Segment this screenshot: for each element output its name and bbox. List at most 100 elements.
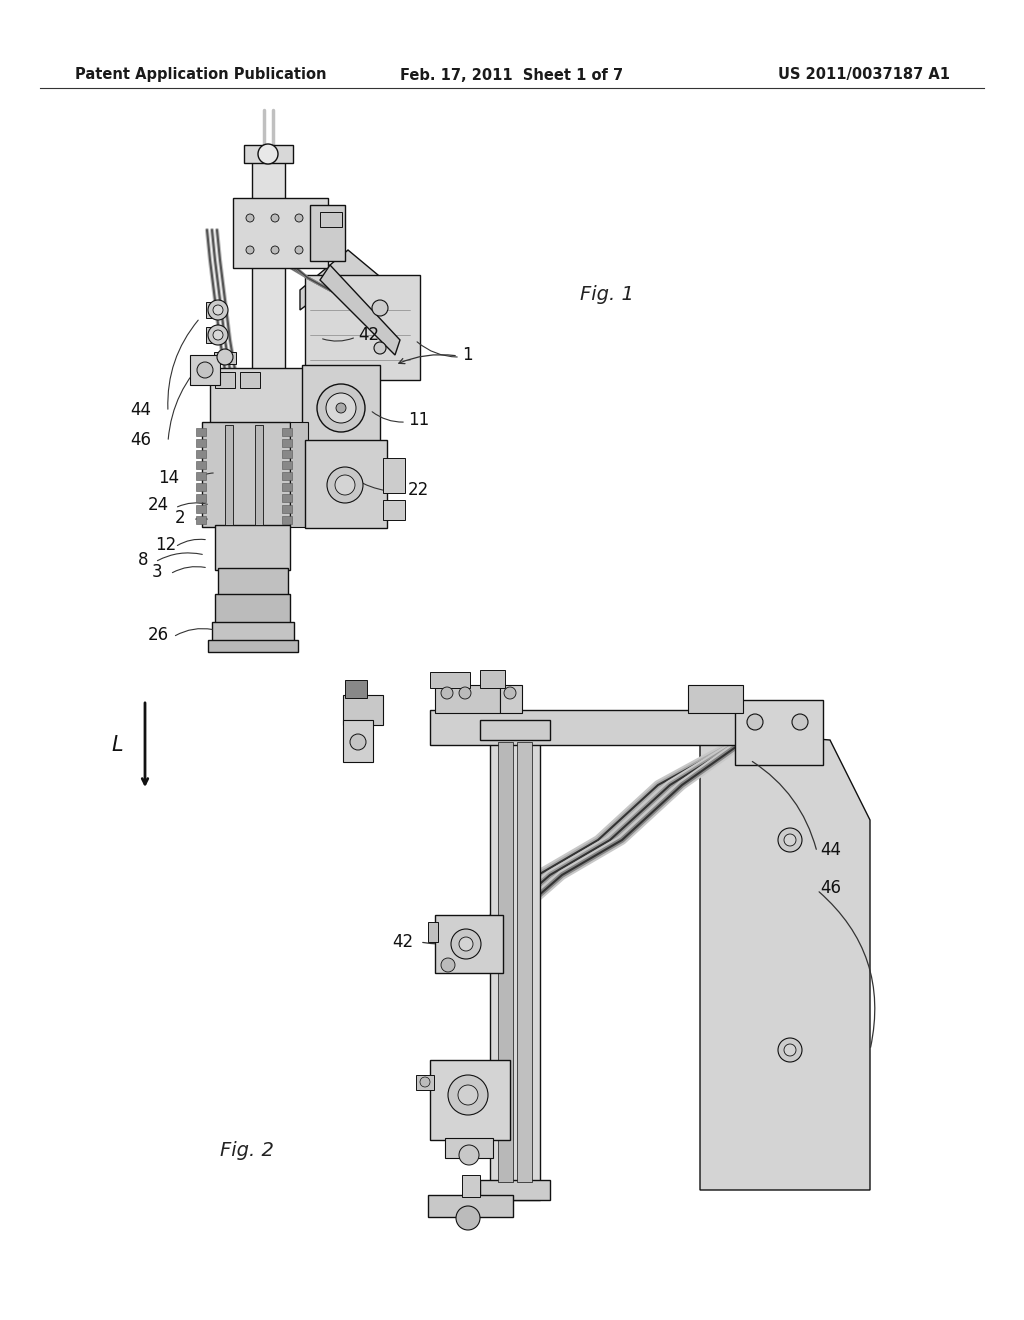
Text: 24: 24 bbox=[148, 496, 169, 513]
Text: 8: 8 bbox=[138, 550, 148, 569]
Circle shape bbox=[335, 475, 355, 495]
Circle shape bbox=[217, 348, 233, 366]
Bar bbox=[517, 742, 532, 1181]
Bar bbox=[343, 696, 383, 725]
Bar bbox=[218, 568, 288, 597]
Text: 46: 46 bbox=[130, 432, 151, 449]
Bar bbox=[282, 506, 292, 513]
Circle shape bbox=[784, 834, 796, 846]
Bar bbox=[282, 450, 292, 458]
Circle shape bbox=[778, 828, 802, 851]
Circle shape bbox=[258, 144, 278, 164]
Circle shape bbox=[246, 246, 254, 253]
Circle shape bbox=[778, 1038, 802, 1063]
Circle shape bbox=[374, 342, 386, 354]
Circle shape bbox=[449, 1074, 488, 1115]
Circle shape bbox=[213, 305, 223, 315]
Bar bbox=[190, 355, 220, 385]
Circle shape bbox=[459, 686, 471, 700]
Circle shape bbox=[197, 362, 213, 378]
Bar bbox=[206, 327, 220, 343]
Bar bbox=[196, 494, 206, 502]
Bar bbox=[383, 500, 406, 520]
Bar bbox=[490, 719, 540, 1200]
Circle shape bbox=[336, 403, 346, 413]
Bar bbox=[305, 440, 387, 528]
Bar bbox=[500, 685, 522, 713]
Circle shape bbox=[792, 714, 808, 730]
Bar bbox=[196, 428, 206, 436]
Text: 44: 44 bbox=[820, 841, 841, 859]
Text: 3: 3 bbox=[152, 564, 163, 581]
Circle shape bbox=[441, 958, 455, 972]
Circle shape bbox=[459, 1144, 479, 1166]
Bar bbox=[252, 154, 285, 645]
Circle shape bbox=[441, 686, 453, 700]
Bar bbox=[290, 422, 308, 527]
Circle shape bbox=[326, 393, 356, 422]
Bar bbox=[196, 473, 206, 480]
Bar bbox=[215, 525, 290, 570]
Text: 11: 11 bbox=[408, 411, 429, 429]
Circle shape bbox=[420, 1077, 430, 1086]
Bar bbox=[214, 352, 236, 364]
Bar bbox=[302, 366, 380, 444]
Text: 42: 42 bbox=[358, 326, 379, 345]
Bar bbox=[282, 473, 292, 480]
Bar bbox=[383, 458, 406, 492]
Text: 12: 12 bbox=[155, 536, 176, 554]
Circle shape bbox=[784, 1044, 796, 1056]
Text: Patent Application Publication: Patent Application Publication bbox=[75, 67, 327, 82]
Bar bbox=[196, 450, 206, 458]
Bar bbox=[462, 1175, 480, 1197]
Bar bbox=[435, 685, 500, 713]
Circle shape bbox=[458, 1085, 478, 1105]
Bar bbox=[430, 1060, 510, 1140]
Bar bbox=[206, 302, 220, 318]
Circle shape bbox=[504, 686, 516, 700]
Circle shape bbox=[208, 300, 228, 319]
Polygon shape bbox=[300, 249, 420, 341]
Circle shape bbox=[213, 330, 223, 341]
Bar bbox=[428, 921, 438, 942]
Bar bbox=[282, 483, 292, 491]
Text: L: L bbox=[112, 735, 123, 755]
Text: Fig. 1: Fig. 1 bbox=[580, 285, 634, 305]
Bar bbox=[310, 205, 345, 261]
Bar bbox=[688, 685, 743, 713]
Bar bbox=[210, 368, 310, 430]
Bar bbox=[480, 671, 505, 688]
Bar bbox=[208, 640, 298, 652]
Circle shape bbox=[327, 467, 362, 503]
Circle shape bbox=[271, 246, 279, 253]
Bar bbox=[215, 372, 234, 388]
Bar bbox=[282, 440, 292, 447]
Bar bbox=[196, 440, 206, 447]
Circle shape bbox=[208, 325, 228, 345]
Bar bbox=[202, 422, 290, 527]
Bar bbox=[255, 425, 263, 525]
Text: 2: 2 bbox=[175, 510, 185, 527]
Circle shape bbox=[295, 246, 303, 253]
Bar bbox=[430, 672, 470, 688]
Circle shape bbox=[271, 214, 279, 222]
Circle shape bbox=[456, 1206, 480, 1230]
Bar bbox=[319, 213, 342, 227]
Bar bbox=[305, 275, 420, 380]
Bar bbox=[282, 516, 292, 524]
Circle shape bbox=[459, 937, 473, 950]
Text: US 2011/0037187 A1: US 2011/0037187 A1 bbox=[778, 67, 950, 82]
Bar bbox=[282, 428, 292, 436]
Bar bbox=[480, 719, 550, 741]
Circle shape bbox=[246, 214, 254, 222]
Bar bbox=[212, 622, 294, 642]
Circle shape bbox=[746, 714, 763, 730]
Text: 26: 26 bbox=[148, 626, 169, 644]
Bar bbox=[215, 594, 290, 624]
Bar bbox=[240, 372, 260, 388]
Bar bbox=[225, 425, 233, 525]
Bar bbox=[445, 1138, 493, 1158]
Text: 14: 14 bbox=[158, 469, 179, 487]
Text: 46: 46 bbox=[820, 879, 841, 898]
Text: 44: 44 bbox=[130, 401, 151, 418]
